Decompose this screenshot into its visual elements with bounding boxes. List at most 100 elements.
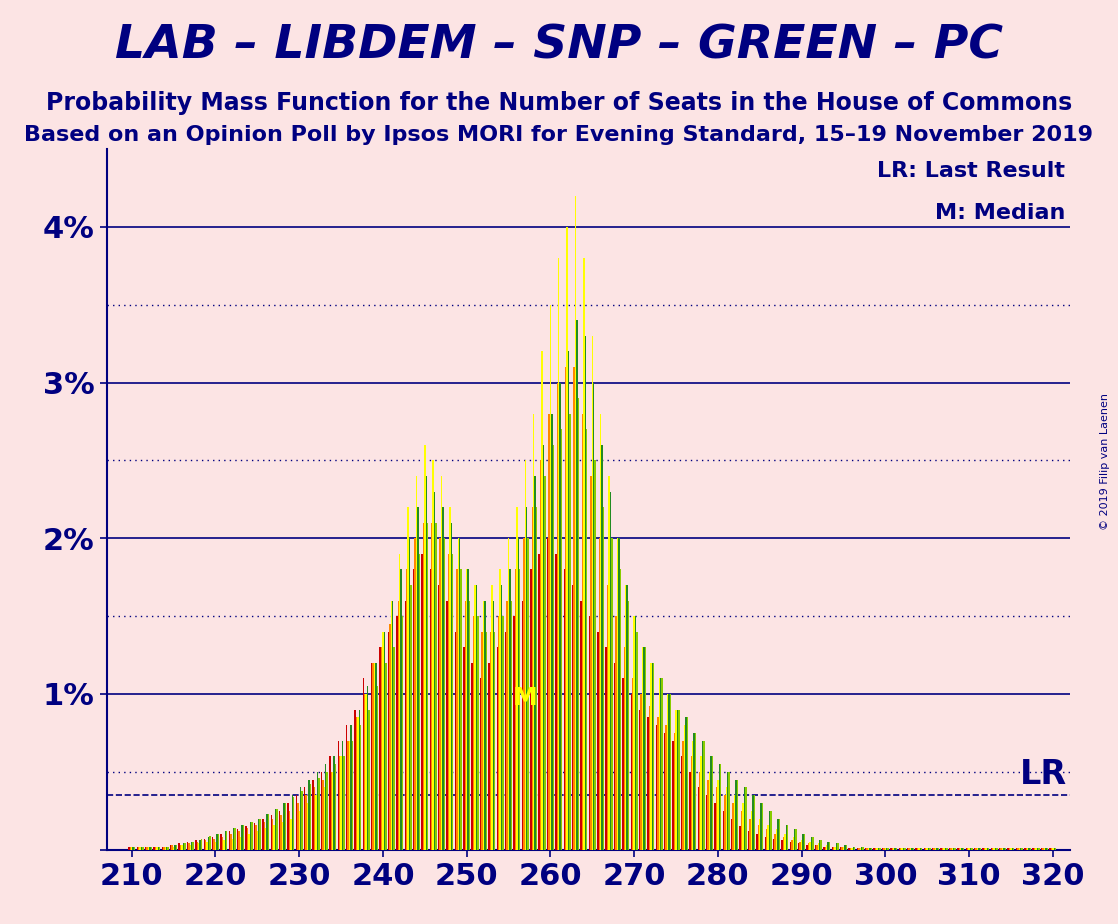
Bar xyxy=(299,810,300,850)
Bar xyxy=(808,844,809,850)
Bar xyxy=(826,845,827,850)
Bar xyxy=(410,585,411,850)
Bar xyxy=(1045,848,1046,850)
Bar xyxy=(331,772,332,850)
Bar xyxy=(833,846,834,850)
Bar xyxy=(332,772,333,850)
Bar xyxy=(429,569,432,850)
Bar xyxy=(759,819,760,850)
Bar xyxy=(660,678,662,850)
Bar xyxy=(502,616,504,850)
Bar xyxy=(523,539,524,850)
Bar xyxy=(283,803,285,850)
Bar xyxy=(525,507,528,850)
Bar xyxy=(238,831,240,850)
Bar xyxy=(840,846,842,850)
Bar xyxy=(417,507,418,850)
Bar xyxy=(533,414,534,850)
Bar xyxy=(1022,848,1023,850)
Bar xyxy=(524,460,525,850)
Bar xyxy=(580,601,581,850)
Bar xyxy=(373,663,376,850)
Bar xyxy=(1016,848,1017,850)
Bar xyxy=(789,842,792,850)
Bar xyxy=(493,601,494,850)
Bar xyxy=(252,821,253,850)
Bar xyxy=(600,414,601,850)
Bar xyxy=(870,848,871,850)
Bar xyxy=(440,476,443,850)
Bar xyxy=(550,305,551,850)
Bar xyxy=(843,846,844,850)
Bar xyxy=(702,741,703,850)
Bar xyxy=(907,848,908,850)
Bar xyxy=(760,803,761,850)
Bar xyxy=(304,787,305,850)
Bar xyxy=(786,825,787,850)
Bar xyxy=(182,844,184,850)
Bar xyxy=(781,840,783,850)
Bar xyxy=(940,848,941,850)
Bar xyxy=(1033,848,1034,850)
Bar xyxy=(292,796,293,850)
Bar xyxy=(281,816,282,850)
Bar xyxy=(247,828,248,850)
Bar xyxy=(792,840,793,850)
Bar xyxy=(720,764,721,850)
Bar xyxy=(426,476,427,850)
Bar xyxy=(1017,848,1018,850)
Bar xyxy=(214,839,215,850)
Bar xyxy=(589,616,590,850)
Bar xyxy=(1039,848,1040,850)
Bar xyxy=(377,687,378,850)
Bar xyxy=(748,831,749,850)
Bar xyxy=(508,539,510,850)
Bar xyxy=(481,632,483,850)
Bar xyxy=(558,258,559,850)
Bar xyxy=(221,837,224,850)
Bar xyxy=(853,846,854,850)
Bar xyxy=(919,848,921,850)
Bar xyxy=(434,492,435,850)
Bar xyxy=(871,848,872,850)
Bar xyxy=(891,848,893,850)
Bar xyxy=(1053,848,1055,850)
Bar xyxy=(444,539,445,850)
Bar xyxy=(220,834,221,850)
Bar xyxy=(608,476,609,850)
Bar xyxy=(379,648,381,850)
Bar xyxy=(767,825,769,850)
Bar xyxy=(938,848,939,850)
Bar xyxy=(719,764,720,850)
Bar xyxy=(741,810,742,850)
Bar xyxy=(817,844,819,850)
Bar xyxy=(165,846,168,850)
Bar xyxy=(265,828,266,850)
Bar xyxy=(240,837,241,850)
Bar xyxy=(806,845,808,850)
Bar xyxy=(254,823,255,850)
Bar xyxy=(1030,848,1031,850)
Bar xyxy=(823,846,825,850)
Bar xyxy=(946,848,948,850)
Bar xyxy=(315,796,316,850)
Bar xyxy=(576,321,578,850)
Bar xyxy=(1012,848,1013,850)
Bar xyxy=(861,846,862,850)
Bar xyxy=(598,539,600,850)
Bar xyxy=(457,539,459,850)
Bar xyxy=(400,569,401,850)
Bar xyxy=(684,725,685,850)
Bar xyxy=(682,741,684,850)
Bar xyxy=(669,694,670,850)
Bar xyxy=(491,585,493,850)
Bar xyxy=(750,810,752,850)
Bar xyxy=(625,585,626,850)
Bar xyxy=(316,772,319,850)
Bar xyxy=(882,848,883,850)
Bar xyxy=(266,814,268,850)
Bar xyxy=(799,842,800,850)
Bar xyxy=(1044,848,1045,850)
Bar xyxy=(752,796,754,850)
Bar xyxy=(264,821,265,850)
